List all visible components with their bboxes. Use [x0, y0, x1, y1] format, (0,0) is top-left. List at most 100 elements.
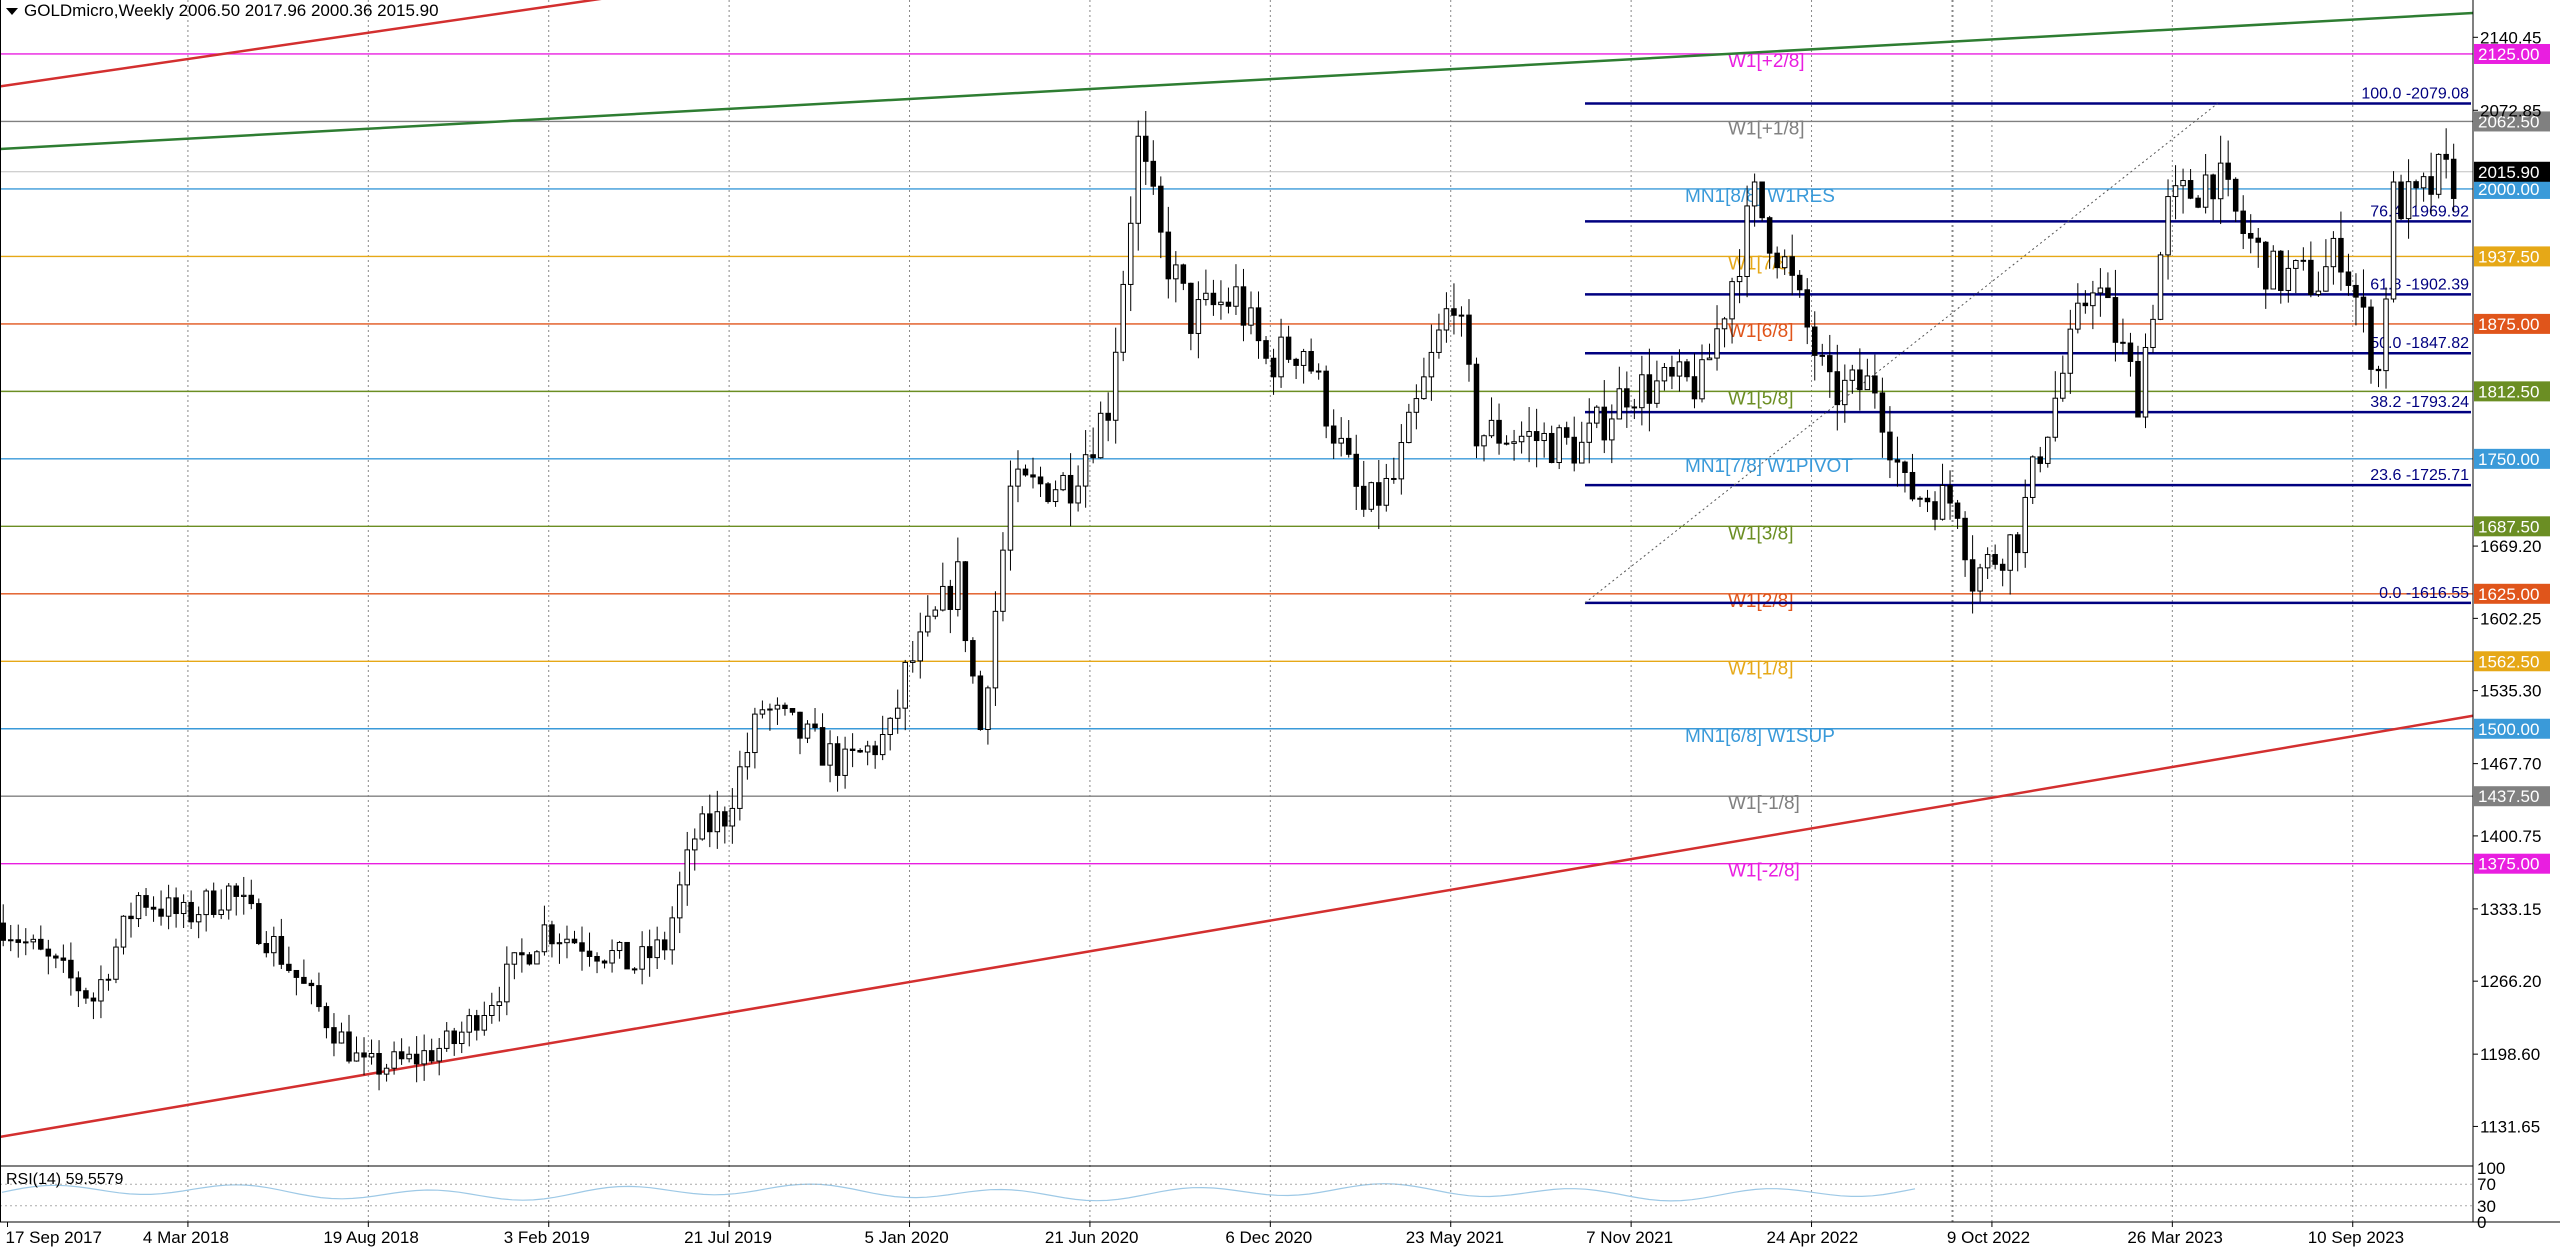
price-badge [2474, 111, 2550, 132]
candle-body [1007, 485, 1014, 551]
candle-body [1278, 336, 1284, 378]
candle-body [2278, 250, 2284, 291]
y-tick-label: 2072.85 [2480, 101, 2541, 120]
candle-body [1939, 484, 1946, 520]
candle-body [1488, 419, 1495, 437]
trendlines[interactable] [0, 0, 2474, 1139]
candle-body [1819, 354, 1826, 357]
y-tick-label: 1333.15 [2480, 900, 2541, 919]
candle-body [2217, 162, 2224, 200]
murrey-level-label: W1[-1/8] [1728, 793, 1800, 814]
candle-body [1631, 406, 1638, 409]
candle-body [1518, 435, 1525, 443]
price-badge-text: 1687.50 [2478, 517, 2539, 536]
candle-body [376, 1052, 382, 1075]
candle-body [2142, 346, 2149, 418]
candle-body [2225, 162, 2231, 180]
candle-body [1000, 549, 1006, 612]
fib-level-label: 23.6 -1725.71 [2370, 467, 2469, 484]
candle-body [955, 561, 961, 610]
candle-body [398, 1051, 405, 1060]
candle-body [45, 948, 52, 957]
candle-body [316, 985, 322, 1008]
candle-body [1300, 350, 1307, 366]
candle-body [451, 1030, 457, 1045]
fib-level-label: 38.2 -1793.24 [2370, 394, 2469, 411]
candle-body [2293, 260, 2299, 269]
price-badge [2474, 718, 2550, 739]
candle-body [504, 963, 510, 1003]
candle-body [158, 908, 164, 917]
y-tick-label: 1467.70 [2480, 755, 2541, 774]
candle-body [241, 894, 247, 897]
murrey-level-label: MN1[6/8] W1SUP [1685, 726, 1835, 747]
candle-body [564, 938, 570, 944]
candle-body [1624, 388, 1630, 408]
price-badge [2474, 381, 2550, 402]
candle-body [601, 960, 608, 964]
candle-body [676, 884, 683, 919]
candle-body [338, 1031, 345, 1044]
candle-body [842, 748, 848, 776]
price-badge [2474, 246, 2550, 267]
candle-body [286, 963, 292, 971]
candle-body [1714, 328, 1720, 359]
candle-body [616, 941, 623, 952]
candle-body [2443, 153, 2449, 160]
candle-body [1804, 289, 1810, 328]
candle-body [90, 997, 97, 1002]
candle-body [894, 707, 901, 719]
candle-body [2105, 287, 2111, 299]
candle-body [2323, 266, 2329, 292]
y-tick-label: 1266.20 [2480, 972, 2541, 991]
candle-body [1315, 370, 1322, 373]
candle-body [481, 1015, 488, 1031]
candle-body [143, 895, 149, 908]
price-badge-text: 2000.00 [2478, 180, 2539, 199]
price-badge-text: 1750.00 [2478, 450, 2539, 469]
fib-level-label: 50.0 -1847.82 [2370, 335, 2469, 352]
candle-body [2060, 372, 2066, 399]
candle-body [1503, 442, 1510, 445]
candle-body [707, 813, 713, 833]
grid-lines [187, 0, 2354, 1222]
candle-body [2405, 181, 2412, 220]
candle-body [2353, 284, 2359, 298]
price-badge [2474, 178, 2550, 199]
candle-body [1195, 299, 1202, 334]
candle-body [902, 661, 908, 709]
candle-body [1082, 454, 1089, 487]
candle-body [759, 709, 766, 715]
murrey-level-label: W1[3/8] [1728, 523, 1793, 544]
candle-body [361, 1052, 367, 1058]
candle-body [549, 924, 555, 945]
fibonacci-retracement[interactable]: 100.0 -2079.08 76.4 -1969.92 61.8 -1902.39… [1584, 86, 2471, 605]
candle-body [2262, 241, 2269, 290]
murrey-level-label: W1[+2/8] [1728, 51, 1805, 72]
candle-body [2247, 232, 2254, 239]
candle-body [203, 890, 209, 916]
candle-body [2360, 296, 2367, 308]
chart-title[interactable]: GOLDmicro,Weekly 2006.50 2017.96 2000.36… [6, 1, 439, 21]
candle-body [1158, 185, 1164, 233]
candle-body [2308, 259, 2314, 296]
candle-body [1857, 369, 1863, 391]
candle-body [1849, 369, 1856, 381]
candle-body [173, 897, 179, 915]
x-tick-label: 5 Jan 2020 [865, 1228, 949, 1247]
candle-body [1052, 489, 1059, 503]
price-badge [2474, 448, 2550, 469]
candle-body [1143, 135, 1149, 162]
y-tick-label: 1602.25 [2480, 609, 2541, 628]
rsi-tick-label: 70 [2477, 1175, 2496, 1194]
candle-body [519, 952, 525, 956]
candle-body [2029, 456, 2036, 498]
menu-dropdown-icon[interactable] [6, 8, 18, 16]
candle-body [797, 711, 803, 739]
candle-body [827, 743, 833, 766]
price-badge-text: 2062.50 [2478, 112, 2539, 131]
x-tick-label: 10 Sep 2023 [2308, 1228, 2404, 1247]
price-badge [2474, 853, 2550, 874]
